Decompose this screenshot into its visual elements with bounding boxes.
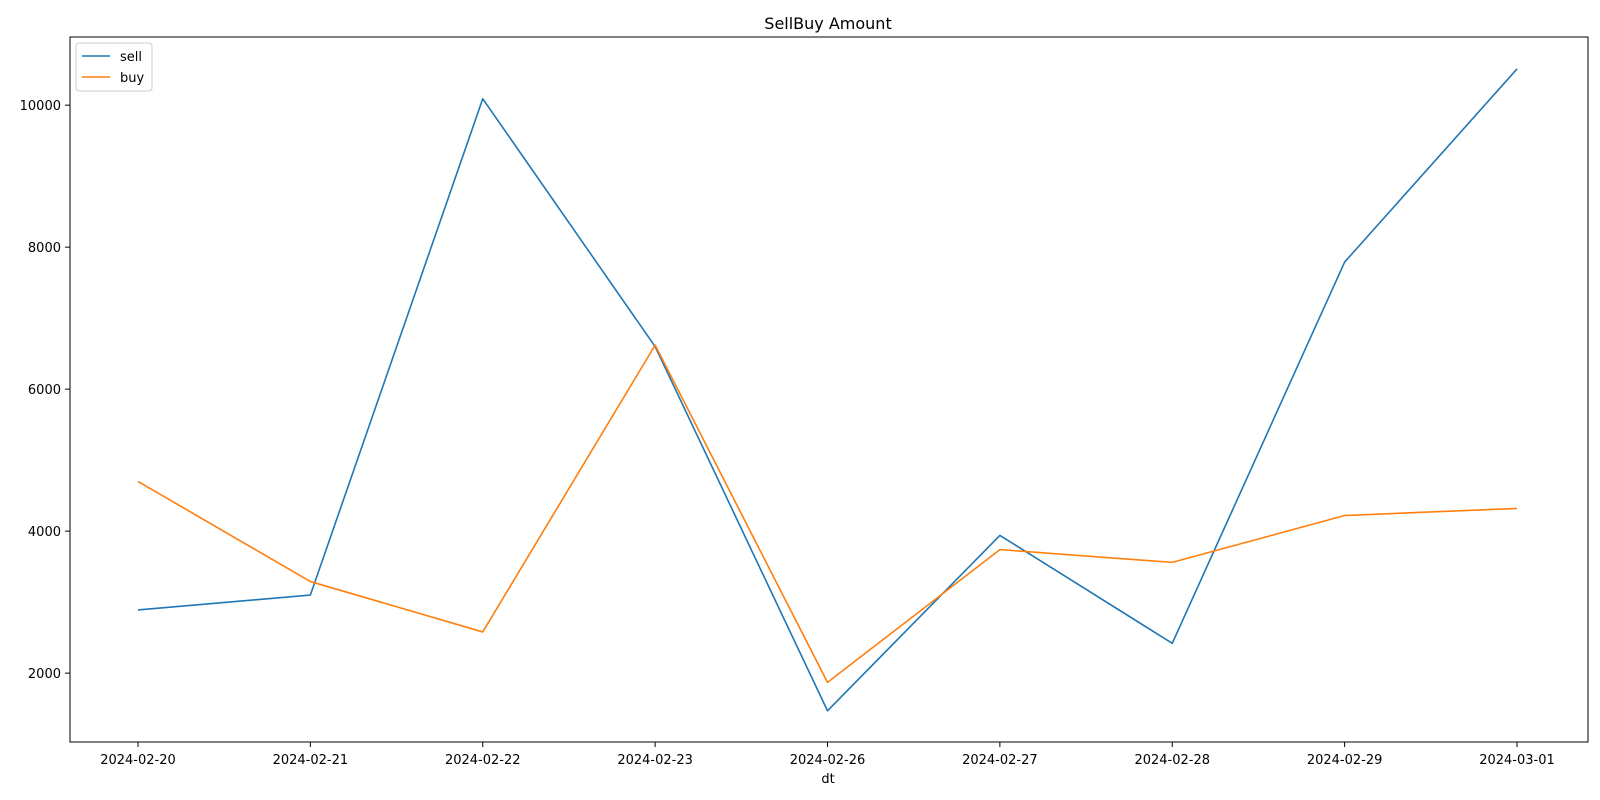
y-tick-label: 10000 — [20, 99, 61, 114]
x-tick-label: 2024-02-22 — [445, 753, 521, 768]
y-tick-label: 4000 — [28, 525, 61, 540]
plot-frame — [69, 36, 1589, 743]
x-tick-label: 2024-03-01 — [1479, 753, 1555, 768]
series-line-buy — [137, 344, 1518, 684]
x-axis: 2024-02-20 2024-02-21 2024-02-22 2024-02-23… — [100, 742, 1555, 768]
x-tick-label: 2024-02-23 — [617, 753, 693, 768]
x-tick-label: 2024-02-28 — [1134, 753, 1210, 768]
y-axis: 2000 4000 6000 8000 10000 — [20, 99, 70, 682]
legend: sell buy — [75, 42, 153, 92]
chart-title: SellBuy Amount — [764, 14, 891, 33]
y-tick-label: 6000 — [28, 383, 61, 398]
x-axis-label: dt — [821, 772, 834, 787]
x-tick-label: 2024-02-29 — [1307, 753, 1383, 768]
x-tick-label: 2024-02-20 — [100, 753, 176, 768]
x-tick-label: 2024-02-26 — [790, 753, 866, 768]
legend-label-sell: sell — [120, 50, 142, 65]
plot-area — [137, 68, 1518, 712]
y-tick-label: 8000 — [28, 241, 61, 256]
y-tick-label: 2000 — [28, 667, 61, 682]
x-tick-label: 2024-02-27 — [962, 753, 1038, 768]
legend-label-buy: buy — [120, 71, 144, 86]
x-tick-label: 2024-02-21 — [273, 753, 349, 768]
legend-box — [75, 42, 153, 92]
series-line-sell — [137, 68, 1518, 712]
